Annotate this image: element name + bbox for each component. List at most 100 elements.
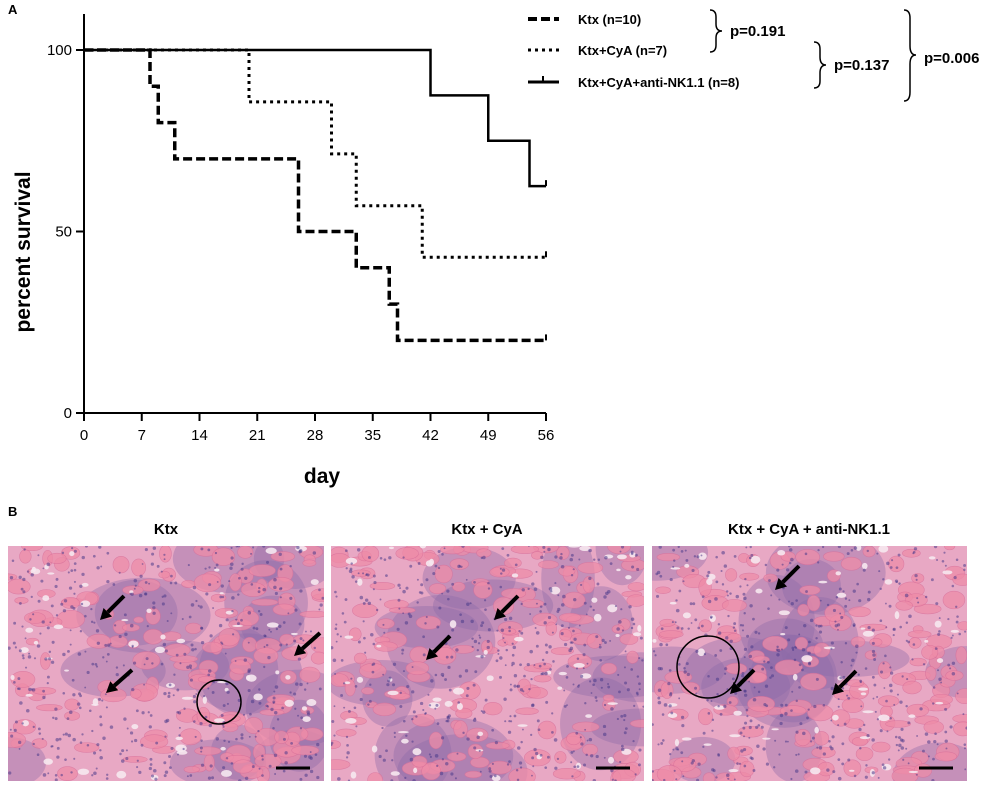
lumen [729,734,741,738]
nucleus [194,647,197,651]
nucleus [67,649,70,653]
nucleus [81,555,85,560]
nucleus [316,775,320,780]
nucleus [487,628,491,632]
nucleus [840,615,844,619]
nucleus [509,688,513,692]
lumen [878,546,889,553]
lumen [707,573,716,580]
nucleus [674,621,677,624]
nucleus [808,662,812,666]
nucleus [944,707,948,711]
tubule [352,603,378,619]
nucleus [262,587,266,592]
nucleus [276,718,280,721]
nucleus [867,626,871,630]
lumen [275,670,280,675]
nucleus [784,712,788,716]
nucleus [611,778,614,781]
nucleus [81,733,84,736]
nucleus [119,752,122,756]
nucleus [12,641,16,645]
tubule [552,768,581,780]
nucleus [609,562,613,566]
nucleus [579,736,582,739]
nucleus [67,733,72,738]
nucleus [79,630,83,633]
nucleus [18,575,22,579]
nucleus [194,735,197,738]
tubule [655,586,671,594]
arrow-head [775,577,788,590]
nucleus [815,677,819,681]
nucleus [211,691,215,694]
nucleus [86,670,90,675]
nucleus [231,596,235,600]
nucleus [763,660,766,663]
nucleus [529,649,533,654]
nucleus [136,759,139,762]
nucleus [531,582,535,586]
nucleus [575,731,579,735]
nucleus [331,741,334,745]
nucleus [62,733,65,736]
nucleus [785,568,790,572]
nucleus [872,653,876,657]
nucleus [188,615,192,619]
nucleus [383,631,386,634]
nucleus [916,597,919,600]
nucleus [129,592,132,595]
nucleus [348,710,351,713]
nucleus [592,779,597,781]
nucleus [252,546,255,549]
tubule [299,610,324,618]
nucleus [170,746,174,750]
nucleus [784,703,788,707]
nucleus [527,546,530,547]
nucleus [842,675,846,679]
nucleus [616,627,620,631]
nucleus [963,568,966,572]
nucleus [889,716,892,720]
nucleus [537,728,541,732]
nucleus [547,547,551,552]
nucleus [73,757,76,760]
nucleus [76,702,81,706]
nucleus [163,558,166,561]
nucleus [585,613,588,616]
tubule [629,719,644,728]
series-layer [84,48,547,343]
tubule [824,604,845,622]
nucleus [616,717,620,721]
nucleus [753,686,756,689]
nucleus [99,723,103,727]
tubule [12,719,37,735]
nucleus [660,741,664,745]
nucleus [802,731,806,736]
tubule [934,751,958,762]
nucleus [417,562,421,565]
nucleus [22,577,26,582]
nucleus [548,587,553,591]
arrow-head [100,607,113,620]
tubule [376,618,395,629]
tubule [240,582,266,597]
nucleus [86,744,90,747]
tubule [698,619,712,633]
nucleus [727,614,730,618]
lumen [934,620,942,628]
nucleus [534,626,537,629]
nucleus [273,578,277,582]
nucleus [788,548,793,552]
nucleus [224,652,227,655]
tubule [813,731,830,746]
nucleus [620,546,625,549]
histology-title-ktx-cya-anti-nk: Ktx + CyA + anti-NK1.1 [728,521,890,538]
nucleus [477,642,481,645]
nucleus [815,624,818,627]
nucleus [565,676,569,679]
nucleus [694,618,698,622]
nucleus [263,645,266,648]
nucleus [294,707,297,710]
nucleus [231,609,234,613]
